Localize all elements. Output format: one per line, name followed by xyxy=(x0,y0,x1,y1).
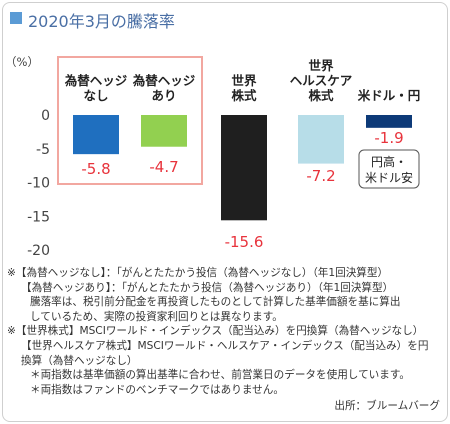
category-label: 株式 xyxy=(231,88,257,103)
category-label: 為替ヘッジ xyxy=(132,73,196,88)
value-label: -4.7 xyxy=(149,158,178,176)
footnote-line: ※【為替ヘッジなし】：「がんとたたかう投信（為替ヘッジなし）（年1回決算型） xyxy=(7,267,389,279)
category-label: 世界 xyxy=(308,58,334,73)
y-tick-label: -5 xyxy=(36,142,50,158)
value-label: -1.9 xyxy=(374,129,403,147)
value-label: -5.8 xyxy=(81,160,110,178)
annotation-label: 米ドル安 xyxy=(365,170,413,185)
category-label: ヘルスケア xyxy=(290,73,353,88)
category-label: 為替ヘッジ xyxy=(64,73,128,88)
category-label: 株式 xyxy=(308,88,334,103)
source-credit: 出所：ブルームバーグ xyxy=(334,401,440,412)
bar-chart: （%）0-5-10-15-20為替ヘッジなし為替ヘッジあり世界株式世界ヘルスケア… xyxy=(5,55,421,259)
footnote-line: ＊両指数はファンドのベンチマークではありません。 xyxy=(30,383,284,396)
value-label: -15.6 xyxy=(225,233,264,251)
value-label: -7.2 xyxy=(306,167,335,185)
footnote-line: 換算（為替ヘッジなし） xyxy=(21,354,138,367)
footnote-line: 【為替ヘッジあり】：「がんとたたかう投信（為替ヘッジあり）（年1回決算型） xyxy=(21,281,394,294)
chart-title: 2020年3月の騰落率 xyxy=(28,12,175,31)
footnote-line: 【世界ヘルスケア株式】MSCIワールド・ヘルスケア・インデックス（配当込み）を円 xyxy=(21,339,429,352)
annotation-box xyxy=(358,149,420,189)
bar xyxy=(366,115,412,128)
category-label: 米ドル・円 xyxy=(357,88,421,103)
category-label: なし xyxy=(83,88,108,103)
bar xyxy=(221,115,267,221)
y-tick-label: -20 xyxy=(27,243,50,259)
footnote-line: ※【世界株式】MSCIワールド・インデックス（配当込み）を円換算（為替ヘッジなし… xyxy=(7,325,424,338)
title-square-icon xyxy=(10,12,22,24)
bar xyxy=(141,115,187,147)
y-tick-label: -10 xyxy=(27,176,50,192)
y-axis-unit-label: （%） xyxy=(5,55,39,69)
highlight-box xyxy=(57,56,203,185)
footnote-line: 騰落率は、税引前分配金を再投資したものとして計算した基準価額を基に算出 xyxy=(30,296,401,309)
annotation-label: 円高・ xyxy=(371,154,407,169)
category-label: あり xyxy=(151,88,176,103)
footnote-line: しているため、実際の投資家利回りとは異なります。 xyxy=(30,310,283,323)
footnotes: ※【為替ヘッジなし】：「がんとたたかう投信（為替ヘッジなし）（年1回決算型） 【… xyxy=(7,266,441,397)
category-label: 世界 xyxy=(231,73,257,88)
y-tick-label: -15 xyxy=(27,209,50,225)
footnote-line: ＊両指数は基準価額の算出基準に合わせ、前営業日のデータを使用しています。 xyxy=(30,369,410,382)
bar xyxy=(298,115,344,164)
y-tick-label: 0 xyxy=(41,108,50,124)
bar xyxy=(73,115,119,155)
